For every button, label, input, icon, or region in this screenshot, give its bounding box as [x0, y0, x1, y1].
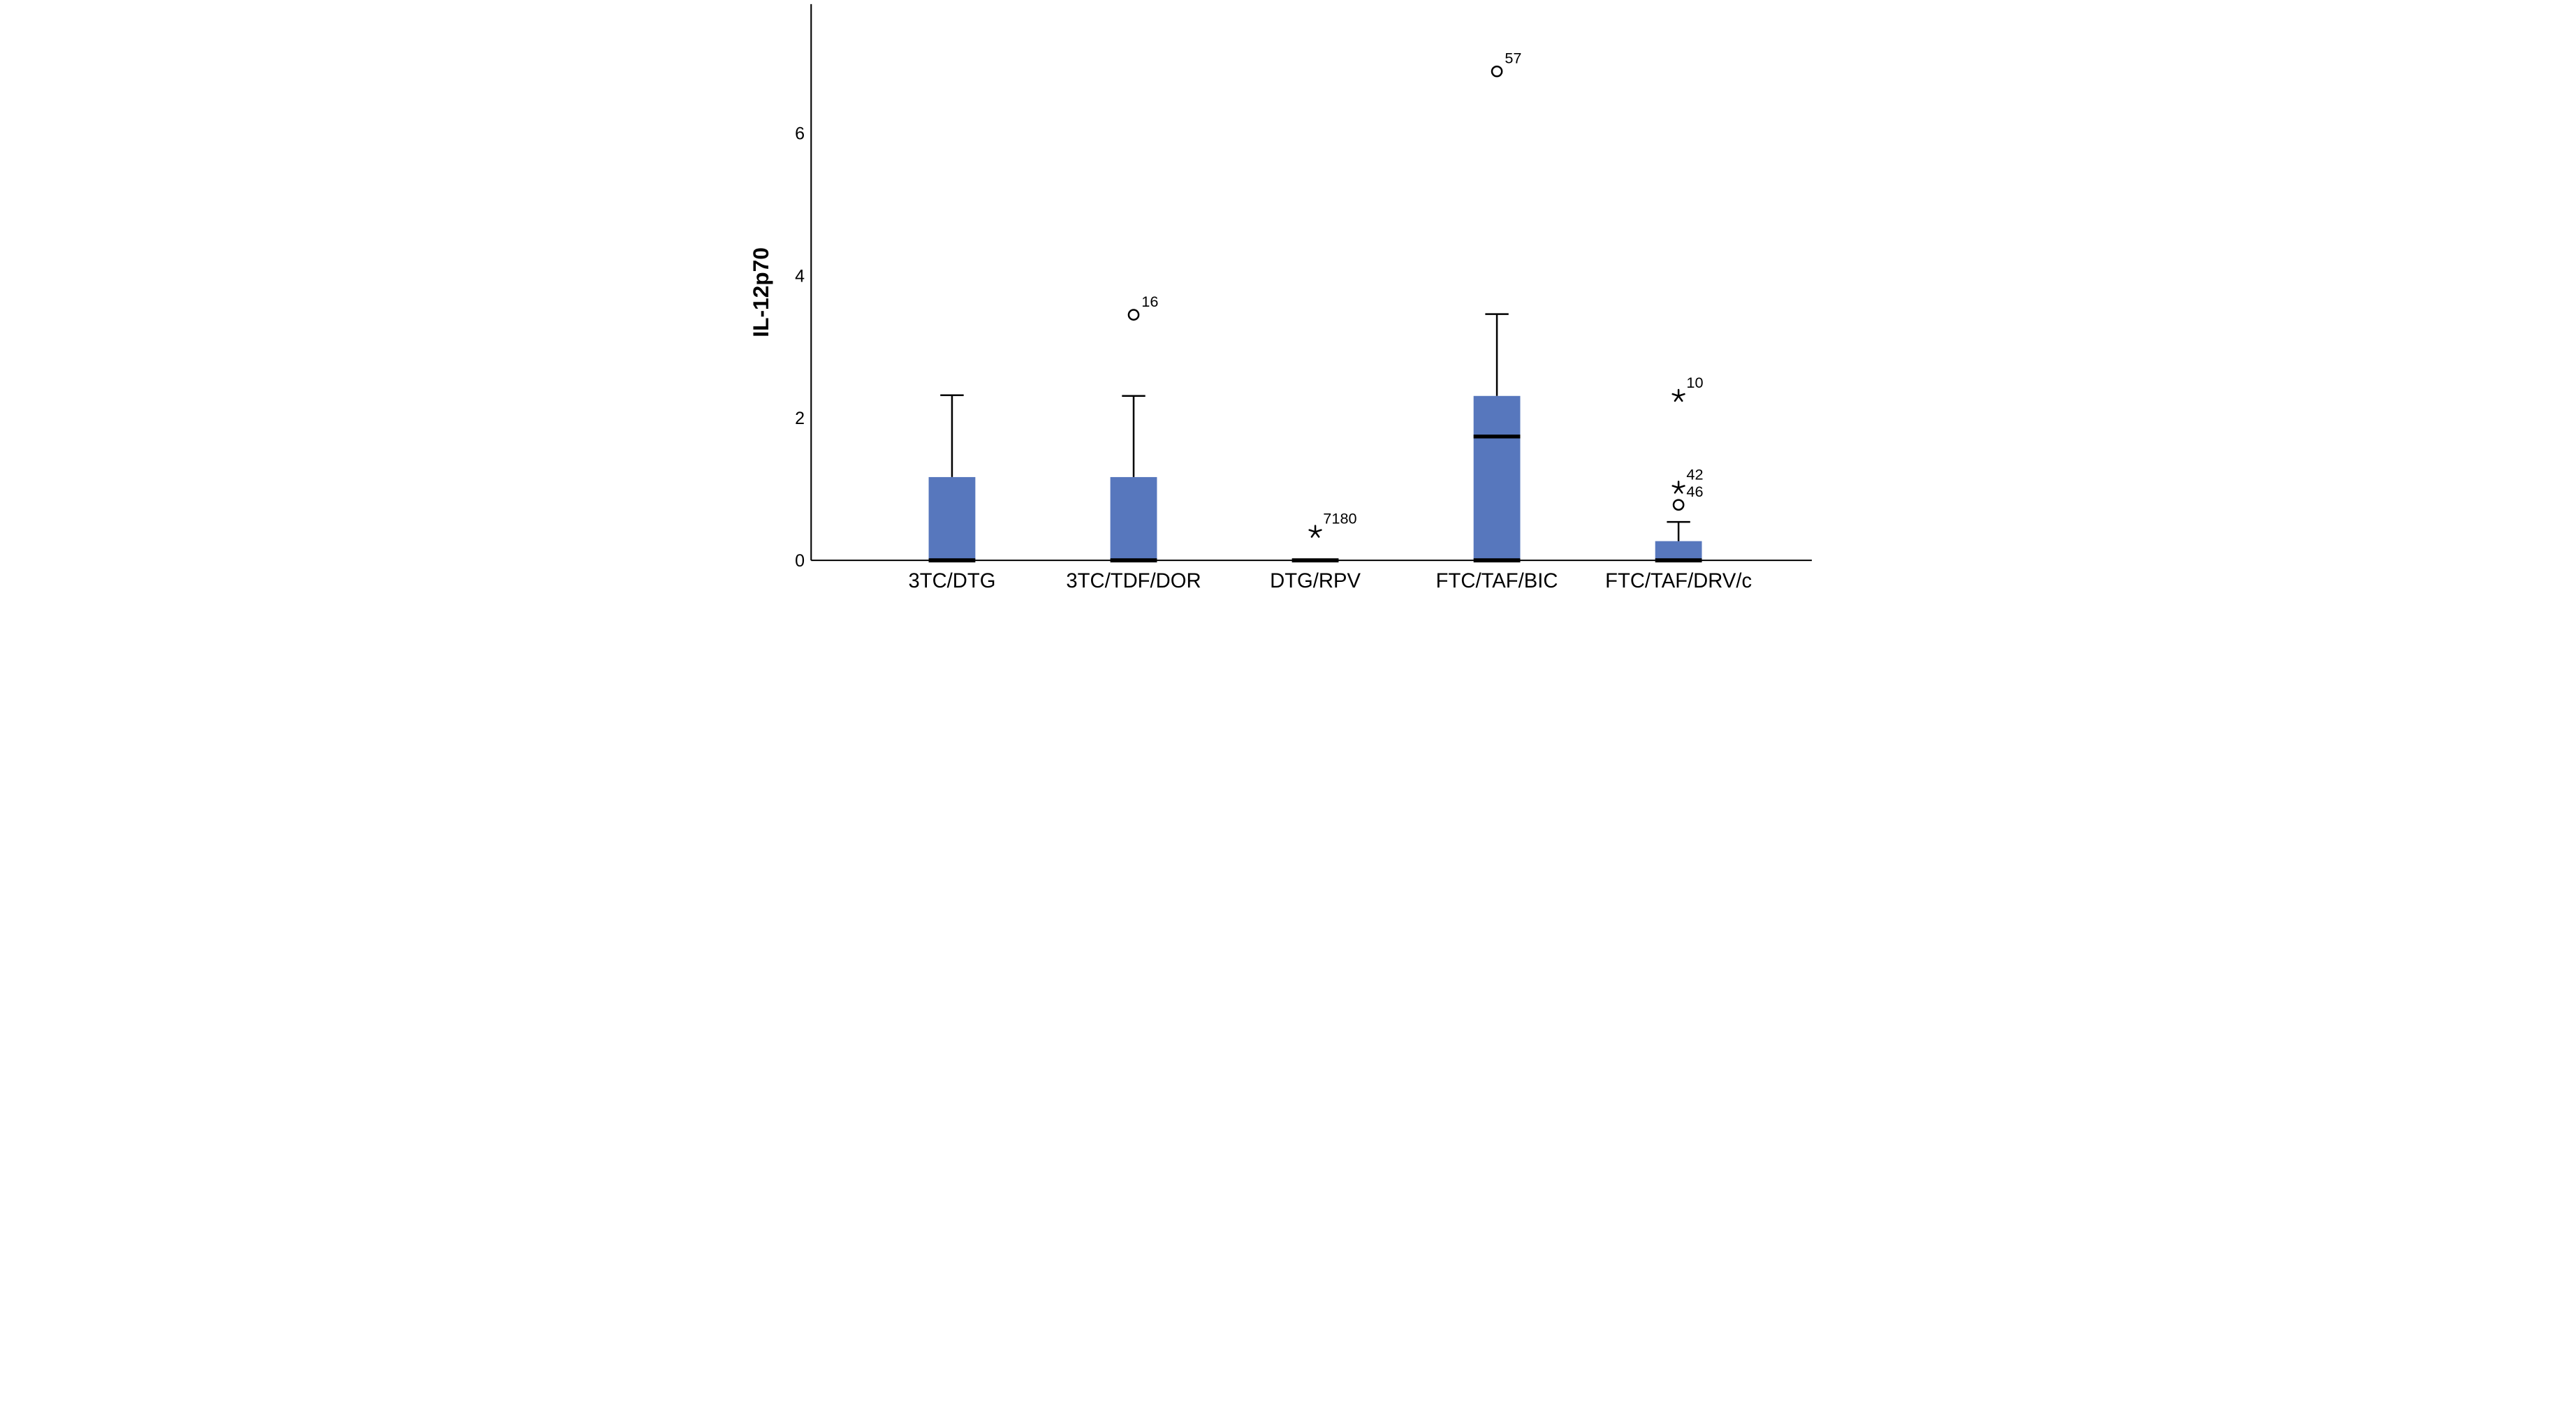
outlier-label: 7180: [1323, 510, 1356, 527]
box-rect: [928, 476, 976, 561]
y-axis-title: IL-12p70: [750, 247, 773, 337]
outlier-label: 42: [1686, 466, 1703, 483]
box-rect: [1473, 395, 1521, 561]
median-line: [1473, 435, 1521, 439]
zero-band: [1291, 558, 1339, 563]
outlier-star: [1671, 481, 1685, 494]
box-rect: [1110, 476, 1157, 561]
zero-band: [1110, 558, 1157, 563]
y-tick-label-2: 2: [795, 409, 805, 428]
x-category-label: DTG/RPV: [1270, 570, 1361, 592]
outlier-label: 10: [1686, 374, 1703, 391]
x-category-label: FTC/TAF/DRV/c: [1605, 570, 1752, 592]
box-rect: [1655, 541, 1702, 561]
zero-band: [1473, 558, 1521, 563]
x-category-label: 3TC/TDF/DOR: [1066, 570, 1201, 592]
outlier-circle: [1491, 65, 1503, 78]
outlier-label: 46: [1686, 483, 1703, 500]
outlier-star: [1308, 525, 1322, 538]
boxplot-figure: 0 2 4 6 3TC/DTG 3TC/TDF/DOR DTG/RPV FTC/TAF/BIC…: [750, 0, 1826, 594]
y-tick-label-6: 6: [795, 124, 805, 144]
y-tick-label-4: 4: [795, 266, 805, 286]
zero-band: [928, 558, 976, 563]
outlier-label: 16: [1141, 293, 1158, 310]
outlier-label: 57: [1505, 49, 1521, 66]
zero-band: [1655, 558, 1702, 563]
y-tick-label-0: 0: [795, 551, 805, 571]
x-category-label: FTC/TAF/BIC: [1436, 570, 1558, 592]
outlier-star: [1671, 388, 1685, 402]
x-category-label: 3TC/DTG: [908, 570, 995, 592]
outlier-circle: [1127, 309, 1140, 321]
outlier-circle: [1672, 499, 1685, 511]
